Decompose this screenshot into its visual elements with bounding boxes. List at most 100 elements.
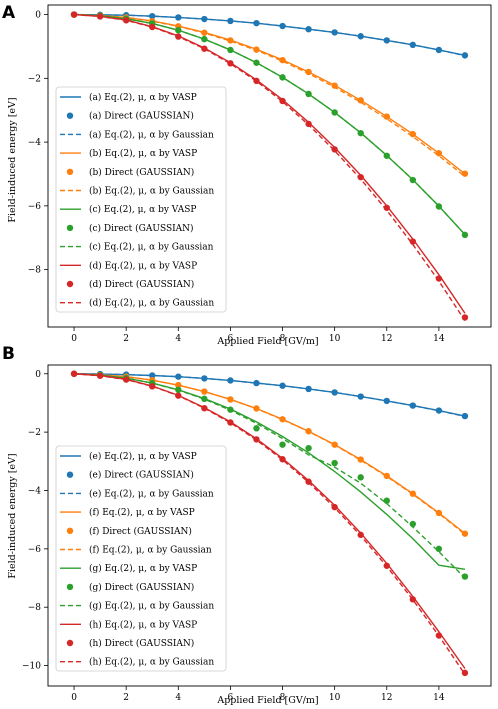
series-line-a-5 [74,13,466,178]
legend-label-a: (c) Direct (GAUSSIAN) [89,223,194,234]
data-point-b [331,459,338,467]
legend-label-b: (e) Direct (GAUSSIAN) [89,470,194,481]
data-point-a [357,33,364,40]
legend-marker-a [66,280,74,288]
data-point-b [435,545,443,553]
legend-label-a: (a) Eq.(2), μ, α by Gaussian [89,129,214,140]
chart-panel-a: A Applied Field [GV/m] Field-induced ene… [2,3,492,347]
legend-label-b: (g) Direct (GAUSSIAN) [89,582,194,593]
legend-label-a: (c) Eq.(2), μ, α by Gaussian [89,242,214,253]
data-point-b [461,669,469,677]
x-tick-label-a: 8 [280,334,286,344]
data-point-b [227,396,234,403]
legend-label-b: (h) Direct (GAUSSIAN) [89,638,194,649]
legend-box-a [55,86,227,313]
legend-b: (e) Eq.(2), μ, α by VASP (e) Direct (GAUS… [55,445,227,672]
legend-label-a: (b) Eq.(2), μ, α by VASP [89,148,197,159]
legend-label-b: (h) Eq.(2), μ, α by VASP [89,619,197,630]
legend-marker-b [66,639,74,647]
data-point-b [357,393,364,400]
data-point-a [409,130,417,138]
legend-marker-a [66,112,74,119]
y-tick-label-a: −8 [28,266,42,276]
data-point-a [435,150,443,157]
data-point-a [461,170,469,177]
data-point-a [331,82,338,89]
data-point-b [435,509,443,517]
x-tick-label-a: 0 [71,334,77,344]
data-point-a [253,59,260,66]
data-point-b [279,456,286,463]
y-tick-label-b: 0 [35,370,41,380]
y-tick-label-a: −4 [28,138,42,148]
data-point-a [357,173,364,181]
data-point-b [253,425,260,432]
legend-label-b: (f) Direct (GAUSSIAN) [89,526,192,537]
data-point-b [409,490,417,497]
data-point-b [461,573,469,580]
panel-letter-a: A [2,3,16,23]
panel-letter-b: B [2,344,15,364]
legend-label-a: (c) Eq.(2), μ, α by VASP [89,204,196,215]
data-point-a [253,77,260,85]
legend-label-b: (f) Eq.(2), μ, α by VASP [89,507,195,518]
data-point-b [357,474,364,481]
y-tick-label-a: −2 [28,74,41,84]
legend-label-a: (d) Eq.(2), μ, α by VASP [89,260,197,271]
y-tick-label-b: −10 [22,662,41,672]
series-line-b-8 [74,373,466,579]
legend-label-b: (e) Eq.(2), μ, α by Gaussian [89,488,214,499]
x-tick-label-b: 8 [280,693,286,703]
legend-label-a: (a) Eq.(2), μ, α by VASP [89,92,197,103]
y-tick-label-b: −2 [28,428,41,438]
data-point-b [331,389,338,396]
legend-marker-b [66,527,74,534]
data-point-b [70,370,78,377]
x-axis-label-b: Applied Field [GV/m] [216,695,318,706]
data-point-a [149,12,156,20]
x-tick-label-b: 0 [71,693,77,703]
chart-panel-b: B Applied Field [GV/m] Field-induced ene… [2,344,492,706]
legend-label-a: (d) Eq.(2), μ, α by Gaussian [89,298,214,309]
series-line-a-2 [74,13,466,57]
data-point-b [461,530,469,537]
data-point-b [253,379,260,387]
data-point-a [227,60,234,67]
legend-marker-a [66,168,74,175]
legend-marker-b [66,583,74,591]
series-line-a-11 [74,13,466,322]
legend-a: (a) Eq.(2), μ, α by VASP (a) Direct (GAUS… [55,86,227,313]
y-tick-label-b: −8 [28,603,42,613]
series-line-b-2 [74,373,466,418]
data-point-b [383,472,390,480]
series-line-b-11 [74,373,466,675]
y-tick-label-b: −4 [28,486,42,496]
legend-label-b: (h) Eq.(2), μ, α by Gaussian [89,657,214,668]
x-tick-label-a: 10 [329,334,341,344]
data-point-a [435,46,443,54]
legend-box-b [55,445,227,672]
data-point-b [279,441,286,448]
data-point-b [383,497,390,504]
data-point-b [201,404,208,412]
legend-label-a: (b) Eq.(2), μ, α by Gaussian [89,186,214,197]
data-point-b [435,407,443,414]
legend-marker-a [66,224,74,232]
data-point-a [331,146,338,153]
data-point-a [70,11,78,18]
x-tick-label-b: 6 [228,693,234,703]
legend-label-b: (g) Eq.(2), μ, α by Gaussian [89,601,214,612]
data-point-b [201,395,208,403]
x-tick-label-b: 10 [329,693,341,703]
x-tick-label-b: 2 [123,693,129,703]
legend-label-a: (d) Direct (GAUSSIAN) [89,279,194,290]
y-axis-label-a: Field-induced energy [eV] [7,97,18,222]
x-tick-label-a: 2 [123,334,129,344]
legend-marker-b [66,471,74,478]
x-tick-label-b: 4 [175,693,181,703]
data-point-b [227,419,234,426]
data-point-a [201,35,208,43]
series-line-a-8 [74,13,466,236]
plot-frame-b [47,364,492,687]
